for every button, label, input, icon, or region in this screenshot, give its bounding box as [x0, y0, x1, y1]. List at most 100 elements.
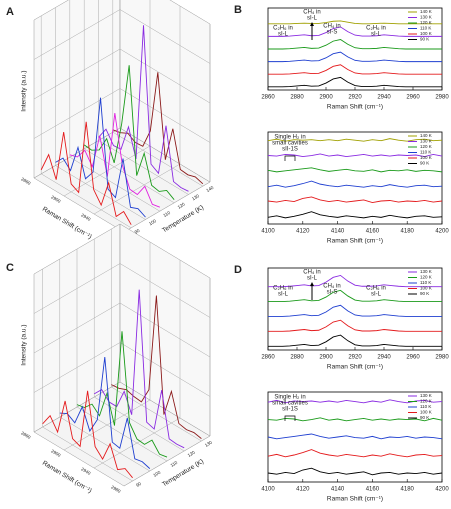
- x-tick-label: 4160: [366, 487, 380, 493]
- legend-label: 90 K: [420, 415, 429, 420]
- wall-grid: [119, 9, 211, 64]
- legend-label: 130 K: [420, 269, 432, 274]
- y-tick-label: 90: [135, 481, 142, 488]
- annotation: C₂H₆ in: [366, 286, 386, 292]
- spectrum-line: [268, 64, 442, 75]
- spectrum-line: [267, 211, 443, 219]
- spectrum-line: [76, 331, 168, 458]
- x-tick-label: 4100: [261, 487, 275, 493]
- x-axis-title: Raman Shift (cm⁻¹): [327, 496, 383, 503]
- x-tick-label: 2960: [406, 355, 420, 361]
- grid-line: [112, 131, 203, 187]
- x-tick-label: 2860: [261, 95, 275, 101]
- annotation: sI-L: [307, 16, 318, 22]
- spectrum-line: [267, 180, 443, 188]
- x-tick-label: 4200: [435, 229, 449, 235]
- legend-label: 90 K: [420, 291, 429, 296]
- x-axis-title: Raman Shift (cm⁻¹): [327, 104, 383, 111]
- spectrum-line: [98, 25, 189, 192]
- x-tick-label: 2880: [290, 355, 304, 361]
- x-tick-label: 2900: [50, 448, 62, 458]
- annotation: CH₄ in: [303, 10, 320, 16]
- x-tick-label: 4120: [296, 229, 310, 235]
- wall-grid: [33, 9, 121, 60]
- x-tick-label: 2860: [261, 355, 275, 361]
- spectrum-line: [268, 51, 442, 63]
- y-tick-label: 120: [187, 449, 196, 457]
- legend-label: 110 K: [420, 280, 431, 285]
- arrow-head: [310, 22, 314, 26]
- annotation: sI-S: [327, 290, 338, 296]
- spectrum-line: [268, 274, 442, 288]
- legend-label: 100 K: [420, 31, 432, 36]
- y-tick-label: 140: [205, 185, 214, 193]
- grid-line: [55, 165, 146, 220]
- x-tick-label: 2920: [348, 355, 362, 361]
- y-tick-label: 110: [170, 460, 179, 468]
- spectrum-line: [42, 390, 133, 479]
- wall-grid: [119, 263, 211, 318]
- y-tick-label: 120: [177, 201, 186, 209]
- x-tick-label: 4160: [366, 229, 380, 235]
- x-tick-label: 2900: [319, 355, 333, 361]
- annotation: sII-1S: [282, 147, 298, 153]
- grid-line: [33, 127, 121, 179]
- bracket: [284, 415, 296, 421]
- spectrum-line: [267, 449, 443, 458]
- legend-label: 110 K: [420, 150, 431, 155]
- annotation: C₂H₆ in: [366, 26, 386, 32]
- annotation: sI-L: [307, 276, 318, 282]
- y-tick-label: 130: [204, 439, 213, 447]
- spectrum-line: [267, 467, 443, 476]
- annotation: C₂H₆ in: [273, 286, 293, 292]
- legend-label: 120 K: [420, 20, 432, 25]
- annotation: Single H₂ in: [274, 135, 305, 141]
- spectrum-line: [83, 65, 175, 200]
- legend-label: 120 K: [420, 275, 432, 280]
- spectrum-line: [112, 72, 204, 185]
- legend-label: 120 K: [420, 399, 432, 404]
- spectrum-line: [268, 304, 442, 317]
- x-tick-label: 2860: [20, 176, 32, 186]
- x-tick-label: 2980: [110, 484, 122, 494]
- grid-line: [98, 140, 189, 195]
- annotation: sI-L: [371, 292, 382, 298]
- x-tick-label: 2920: [348, 95, 362, 101]
- x-tick-label: 2980: [435, 95, 449, 101]
- panel-label: A: [6, 6, 14, 18]
- bracket: [284, 155, 296, 161]
- x-axis-title: Raman Shift (cm⁻¹): [41, 206, 93, 241]
- wall-grid: [33, 88, 121, 139]
- y-tick-label: 100: [148, 218, 157, 226]
- x-tick-label: 2880: [290, 95, 304, 101]
- spectrum-line: [267, 196, 443, 203]
- legend-label: 110 K: [420, 404, 431, 409]
- legend-label: 100 K: [420, 286, 432, 291]
- annotation: Single H₂ in: [274, 395, 305, 401]
- annotation: CH₄ in: [303, 270, 320, 276]
- y-tick-label: 130: [191, 193, 200, 201]
- spectrum-line: [40, 121, 132, 225]
- wall-grid: [119, 342, 211, 397]
- grid-line: [123, 181, 211, 233]
- x-tick-label: 2860: [20, 430, 32, 440]
- spectrum-line: [268, 39, 442, 50]
- grid-line: [84, 148, 175, 204]
- annotation: C₂H₆ in: [273, 26, 293, 32]
- legend-label: 130 K: [420, 139, 432, 144]
- spectrum-line: [268, 26, 442, 37]
- panel-label: C: [6, 262, 14, 274]
- x-tick-label: 2900: [50, 194, 62, 204]
- x-tick-label: 4180: [401, 487, 415, 493]
- grid-line: [93, 163, 181, 215]
- x-axis-title: Raman Shift (cm⁻¹): [327, 364, 383, 371]
- plot-frame: [267, 131, 443, 225]
- x-tick-label: 2980: [435, 355, 449, 361]
- spectrum-line: [267, 138, 443, 142]
- x-tick-label: 4100: [261, 229, 275, 235]
- legend-label: 100 K: [420, 410, 432, 415]
- annotation: small cavities: [272, 401, 308, 407]
- annotation: small cavities: [272, 141, 308, 147]
- spectrum-line: [268, 289, 442, 302]
